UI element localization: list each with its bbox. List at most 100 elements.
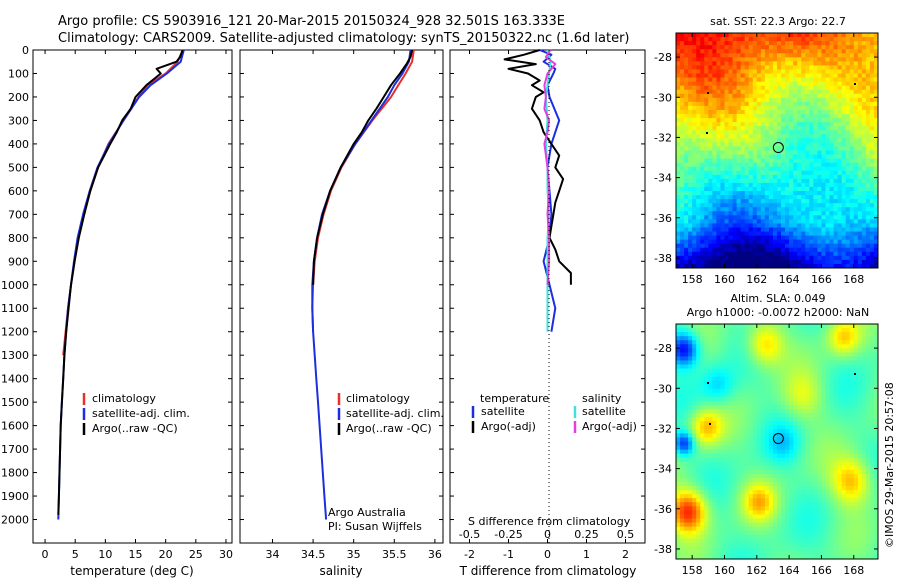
sla-cell — [841, 372, 847, 378]
sla-cell — [841, 336, 847, 341]
sst-cell — [748, 191, 754, 196]
sla-cell — [829, 380, 834, 386]
sla-cell — [772, 445, 778, 450]
sla-cell — [744, 340, 750, 345]
sst-cell — [748, 255, 754, 261]
sla-cell — [793, 328, 798, 333]
sst-cell — [720, 49, 725, 54]
sst-cell — [809, 85, 814, 91]
sst-cell — [805, 114, 810, 119]
sst-cell — [829, 65, 834, 70]
sst-cell — [740, 154, 746, 159]
sla-cell — [696, 368, 701, 374]
sla-cell — [704, 396, 709, 402]
sst-cell — [768, 53, 774, 58]
sst-cell — [732, 138, 737, 143]
sla-cell — [813, 396, 818, 402]
series-line-argo-raw-qc- — [57, 49, 184, 515]
sla-cell — [793, 392, 798, 398]
sst-cell — [748, 138, 754, 143]
sla-cell — [748, 340, 754, 345]
sst-cell — [853, 263, 859, 268]
sst-cell — [813, 37, 818, 42]
sst-cell — [857, 77, 863, 83]
sst-cell — [676, 142, 681, 147]
sla-cell — [684, 360, 689, 365]
sst-cell — [817, 130, 822, 135]
sst-cell — [853, 219, 859, 224]
sst-cell — [712, 162, 717, 168]
sst-cell — [865, 219, 871, 224]
sst-cell — [793, 178, 798, 184]
sst-cell — [748, 178, 754, 184]
sst-cell — [789, 170, 794, 176]
sst-cell — [736, 37, 742, 42]
sst-cell — [805, 239, 810, 245]
sst-cell — [704, 247, 709, 253]
sst-cell — [797, 81, 802, 87]
sst-cell — [825, 41, 830, 46]
sla-cell — [793, 356, 798, 361]
sst-cell — [688, 53, 693, 58]
sla-cell — [748, 348, 754, 353]
sla-cell — [785, 348, 790, 353]
sst-cell — [768, 191, 774, 196]
sst-cell — [764, 154, 770, 159]
sla-cell — [688, 396, 693, 402]
sst-cell — [716, 146, 721, 151]
sst-cell — [849, 247, 855, 253]
sst-cell — [768, 142, 774, 147]
argo-location-marker — [772, 142, 784, 154]
sst-cell — [853, 195, 859, 200]
sst-cell — [752, 77, 758, 83]
sla-cell — [724, 380, 729, 386]
sst-cell — [724, 146, 729, 151]
sst-cell — [732, 231, 737, 236]
sla-cell — [708, 453, 713, 459]
sst-cell — [849, 235, 855, 241]
sla-cell — [736, 405, 742, 410]
sla-cell — [704, 388, 709, 394]
sst-cell — [700, 174, 705, 180]
sst-cell — [873, 263, 878, 268]
sst-cell — [781, 195, 786, 200]
sst-cell — [732, 146, 737, 151]
sla-cell — [752, 457, 758, 463]
sst-cell — [849, 73, 855, 78]
sst-cell — [865, 211, 871, 216]
sst-cell — [760, 105, 766, 111]
sst-cell — [789, 191, 794, 196]
sst-cell — [801, 247, 806, 253]
sst-cell — [837, 195, 843, 200]
sst-cell — [777, 37, 782, 42]
sst-cell — [752, 146, 758, 151]
sla-cell — [716, 324, 721, 329]
sla-cell — [785, 425, 790, 430]
sst-cell — [716, 138, 721, 143]
sla-cell — [821, 364, 826, 369]
sla-cell — [825, 465, 830, 471]
sla-cell — [865, 449, 871, 455]
sla-cell — [785, 421, 790, 426]
sst-cell — [724, 178, 729, 184]
sst-cell — [813, 77, 818, 83]
sst-cell — [801, 235, 806, 241]
sla-cell — [704, 409, 709, 414]
sst-cell — [740, 255, 746, 261]
sst-cell — [873, 114, 878, 119]
sla-cell — [764, 465, 770, 471]
sst-cell — [857, 97, 863, 103]
sla-cell — [768, 328, 774, 333]
sla-cell — [801, 421, 806, 426]
sst-cell — [777, 239, 782, 245]
sst-cell — [752, 118, 758, 123]
sst-cell — [708, 207, 713, 212]
sst-cell — [700, 45, 705, 50]
sla-cell — [744, 405, 750, 410]
sst-cell — [853, 182, 859, 188]
sla-cell — [853, 400, 859, 406]
sla-cell — [720, 332, 725, 337]
sst-cell — [696, 105, 701, 111]
sst-cell — [760, 93, 766, 99]
sla-cell — [813, 364, 818, 369]
